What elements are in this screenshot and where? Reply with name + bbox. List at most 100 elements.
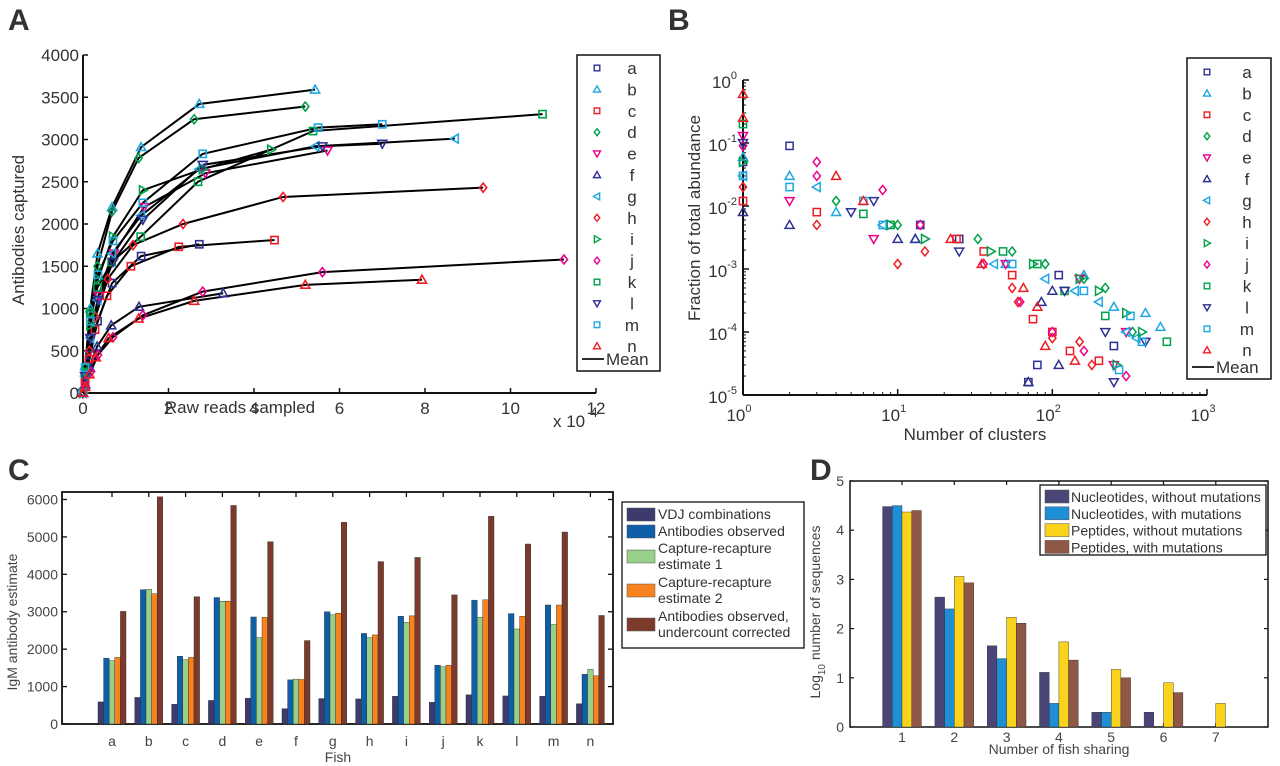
panel-a-x-tick-label: 0 [78, 399, 87, 418]
panel-b-point-j [1121, 370, 1131, 382]
panel-b-point-n [976, 257, 988, 269]
panel-a-legend-label-k: k [628, 273, 637, 292]
panel-d-legend-swatch [1044, 489, 1070, 504]
panel-c-x-tick-label: m [548, 733, 560, 749]
panel-b-point-l [845, 207, 857, 219]
panel-b-point-f [1035, 295, 1048, 307]
panel-d-legend-box [1039, 484, 1267, 556]
panel-a-legend-marker-c [593, 107, 601, 115]
panel-d-bar [1215, 703, 1226, 728]
panel-c-bar [219, 601, 226, 725]
panel-a-legend-marker-n [592, 341, 602, 350]
panel-a-axes: 0 500 1000 1500 2000 2500 3000 3500 4000 0 2 4 6 8 10 1… [41, 46, 605, 418]
panel-b-x-tick-base: 10 [726, 406, 745, 425]
panel-c-bar [176, 656, 183, 725]
panel-b-x-tick-exp: 3 [1209, 403, 1215, 415]
panel-a-legend-label-n: n [627, 337, 636, 356]
panel-a-point-l [376, 139, 389, 150]
panel-b-point-l [953, 247, 966, 258]
panel-b-y-tick-base: 10 [712, 73, 731, 92]
panel-a-legend-label-m: m [625, 316, 639, 335]
panel-a-point-m [108, 236, 118, 246]
panel-b-point-j [812, 156, 822, 168]
panel-b-y-tick-label: 10-1 [708, 133, 737, 155]
panel-d-bar [1091, 712, 1102, 728]
panel-c-legend-label: Antibodies observed [658, 523, 785, 539]
panel-a-legend-mean-label: Mean [606, 350, 649, 369]
panel-a-line-f [82, 292, 224, 394]
panel-b-legend-marker-a [1203, 68, 1211, 76]
panel-c-bar [97, 701, 104, 725]
panel-a-point-n [89, 351, 102, 362]
panel-b-legend-box [1186, 57, 1272, 380]
panel-a-point-h [80, 374, 90, 387]
panel-d-x-tick-label: 5 [1107, 729, 1115, 745]
panel-b-markers [736, 87, 1172, 389]
panel-d-legend-label: Peptides, with mutations [1071, 539, 1223, 555]
panel-a-legend-marker-i [593, 234, 602, 244]
panel-d-x-tick-label: 7 [1212, 729, 1220, 745]
panel-c-x-tick-label: g [329, 733, 337, 749]
panel-a-point-d [189, 113, 199, 126]
panel-c-bar [335, 613, 342, 725]
panel-b-y-tick-base: 10 [708, 136, 727, 155]
panel-b-x-tick-label: 102 [1036, 403, 1061, 425]
panel-b-point-n [1031, 300, 1044, 312]
panel-b-legend-label-c: c [1243, 106, 1252, 125]
panel-a-x-tick-label: 10 [501, 399, 520, 418]
panel-b-point-h [893, 258, 903, 270]
panel-b-point-g [988, 258, 999, 270]
panel-c-x-tick-label: k [477, 733, 485, 749]
panel-d-legend-swatch [1044, 506, 1070, 521]
panel-b-point-c [738, 196, 748, 206]
panel-c-bar [256, 637, 263, 725]
panel-a-point-d [107, 205, 117, 218]
panel-b-point-c [979, 247, 989, 256]
panel-b-y-tick-label: 10-4 [708, 322, 737, 344]
panel-a-legend-label-h: h [627, 209, 636, 228]
panel-letter-b: B [668, 4, 690, 37]
panel-c-legend-label: VDJ combinations [658, 506, 771, 522]
panel-b-point-l [867, 196, 880, 208]
panel-a-point-e [138, 202, 151, 214]
panel-b-point-j [812, 170, 822, 182]
panel-b-point-n [1017, 281, 1030, 293]
panel-c-bar [103, 657, 110, 725]
panel-b-point-f [1022, 376, 1035, 387]
panel-a-point-m [377, 119, 387, 129]
panel-b-point-h [1007, 282, 1017, 294]
panel-b-legend-label-b: b [1242, 84, 1251, 103]
panel-b-point-e [783, 196, 796, 208]
panel-b-point-d [1007, 245, 1017, 258]
panel-b-legend-mean-label: Mean [1216, 358, 1259, 377]
panel-c-legend-label: estimate 1 [658, 556, 723, 572]
panel-b-point-d [893, 219, 903, 231]
panel-a-point-n [416, 273, 428, 284]
panel-b-point-n [944, 232, 957, 244]
panel-a-legend-marker-d [593, 127, 601, 137]
panel-a-point-b [91, 247, 104, 258]
panel-c-bar [482, 599, 489, 725]
panel-c-bar [561, 531, 568, 725]
panel-b-point-e [867, 234, 880, 245]
panel-b-point-j [878, 184, 888, 196]
panel-c-ylabel: IgM antibody estimate [4, 553, 20, 690]
panel-b-y-tick-base: 10 [708, 199, 727, 218]
panel-c-axes: 0 1000 2000 3000 4000 5000 6000 a b c d e f g h i j k l m n [27, 491, 614, 749]
panel-c-y-tick-label: 0 [50, 716, 58, 732]
panel-c-bar [525, 543, 532, 725]
panel-c-legend-label: Capture-recapture [658, 574, 772, 590]
panel-a-point-l [84, 333, 97, 345]
panel-a-point-k [538, 109, 547, 119]
panel-d-y-tick-label: 4 [836, 522, 844, 538]
panel-b-x-tick-base: 10 [1190, 406, 1209, 425]
panel-a-point-e [321, 146, 334, 157]
panel-b-point-h [1013, 296, 1023, 308]
panel-b-point-m [1079, 286, 1089, 296]
panel-b-point-c [1094, 356, 1104, 366]
panel-b-y-tick-label: 10-5 [708, 385, 737, 407]
panel-letter-d: D [810, 454, 832, 487]
panel-a-point-k [85, 308, 95, 318]
